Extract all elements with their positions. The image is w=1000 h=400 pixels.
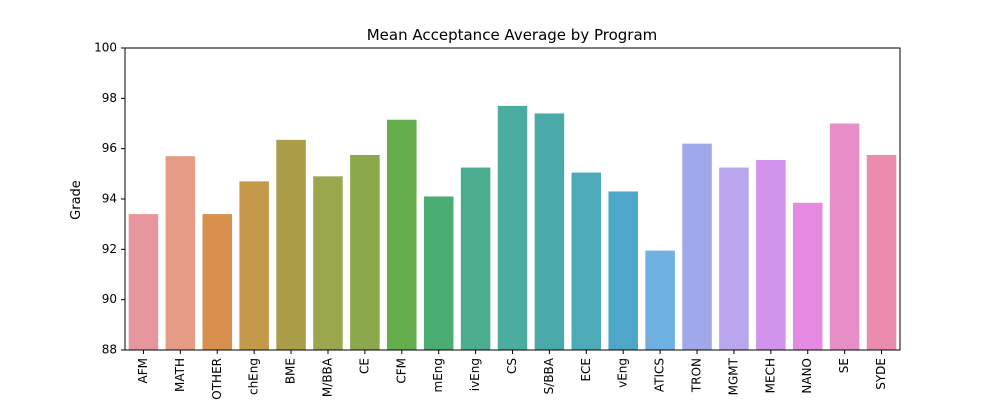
bar-s-bba (534, 113, 565, 350)
bar-other (202, 214, 233, 350)
y-axis-label: Grade (69, 180, 84, 220)
y-tick-label: 90 (102, 292, 117, 306)
x-tick-label: OTHER (210, 358, 224, 400)
y-tick-label: 88 (102, 343, 117, 357)
bar-mech (756, 159, 786, 350)
bar-veng (608, 191, 638, 350)
bars-group (128, 105, 897, 350)
bar-bme (276, 139, 306, 350)
bar-cfm (387, 119, 417, 350)
chart-title: Mean Acceptance Average by Program (367, 26, 658, 44)
x-tick-label: TRON (690, 358, 704, 393)
x-tick-label: vEng (616, 358, 630, 388)
x-tick-label: S/BBA (542, 357, 556, 394)
x-tick-label: NANO (800, 358, 814, 394)
y-tick-label: 100 (94, 41, 117, 55)
x-tick-label: MATH (173, 358, 187, 392)
bar-afm (128, 214, 159, 350)
bar-atics (645, 250, 675, 350)
bar-ce (350, 154, 380, 350)
y-tick-label: 96 (102, 141, 117, 155)
y-axis-ticks: 88 90 92 94 96 98 100 (94, 41, 125, 357)
x-tick-label: mEng (431, 358, 445, 393)
x-tick-label: ivEng (468, 358, 482, 391)
x-tick-label: ATICS (653, 358, 667, 392)
x-tick-label: chEng (247, 358, 261, 395)
y-tick-label: 98 (102, 91, 117, 105)
bar-tron (682, 143, 712, 350)
bar-mgmt (719, 167, 749, 350)
bar-nano (792, 202, 823, 350)
x-tick-label: CS (505, 358, 519, 374)
x-tick-label: M/BBA (320, 357, 334, 397)
bar-ece (571, 172, 602, 350)
bar-cheng (239, 181, 269, 350)
bar-se (829, 123, 860, 350)
x-tick-label: SYDE (874, 358, 888, 390)
bar-m-bba (313, 176, 343, 350)
x-tick-label: ECE (579, 358, 593, 382)
x-tick-label: MGMT (726, 357, 740, 395)
y-tick-label: 94 (102, 192, 117, 206)
bar-meng (423, 196, 454, 350)
x-tick-label: AFM (136, 358, 150, 383)
x-tick-label: CFM (394, 358, 408, 384)
plot-frame (124, 47, 901, 351)
x-tick-label: MECH (763, 358, 777, 393)
bar-syde (866, 154, 897, 350)
bar-cs (497, 105, 528, 350)
bar-iveng (460, 167, 491, 350)
bar-math (165, 156, 196, 350)
x-tick-label: CE (357, 358, 371, 374)
y-tick-label: 92 (102, 242, 117, 256)
x-tick-label: BME (284, 358, 298, 384)
x-tick-label: SE (837, 358, 851, 373)
x-axis-ticks: AFM MATH OTHER chEng BME M/BBA CE CFM mEng ivEng C… (136, 350, 888, 400)
